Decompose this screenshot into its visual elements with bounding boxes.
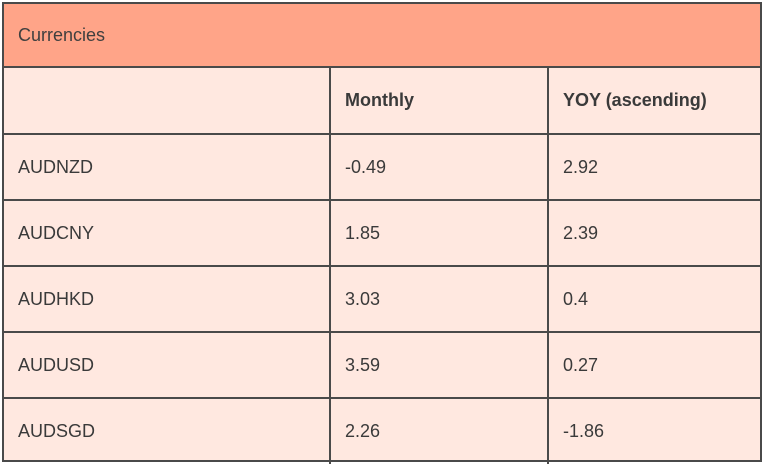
cell-yoy: 0.4 <box>547 265 760 332</box>
cell-pair: AUDSGD <box>4 397 330 464</box>
table-row: AUDCNY 1.85 2.39 <box>4 199 760 266</box>
cell-pair: AUDHKD <box>4 265 330 332</box>
table-row: AUDUSD 3.59 0.27 <box>4 331 760 398</box>
cell-yoy: 2.39 <box>547 199 760 266</box>
cell-monthly: 2.26 <box>329 397 548 464</box>
cell-monthly: 3.59 <box>329 331 548 398</box>
table-title: Currencies <box>4 4 760 68</box>
cell-pair: AUDUSD <box>4 331 330 398</box>
cell-monthly: -0.49 <box>329 133 548 200</box>
column-header-pair <box>4 68 330 134</box>
cell-monthly: 3.03 <box>329 265 548 332</box>
cell-yoy: 2.92 <box>547 133 760 200</box>
column-header-monthly: Monthly <box>329 68 548 134</box>
table-header-row: Monthly YOY (ascending) <box>4 68 760 134</box>
cell-pair: AUDCNY <box>4 199 330 266</box>
table-row: AUDHKD 3.03 0.4 <box>4 265 760 332</box>
table-row: AUDSGD 2.26 -1.86 <box>4 397 760 464</box>
cell-yoy: -1.86 <box>547 397 760 464</box>
cell-pair: AUDNZD <box>4 133 330 200</box>
table-row: AUDNZD -0.49 2.92 <box>4 133 760 200</box>
currencies-table: Monthly YOY (ascending) AUDNZD -0.49 2.9… <box>4 68 760 464</box>
column-header-yoy: YOY (ascending) <box>547 68 760 134</box>
cell-yoy: 0.27 <box>547 331 760 398</box>
cell-monthly: 1.85 <box>329 199 548 266</box>
